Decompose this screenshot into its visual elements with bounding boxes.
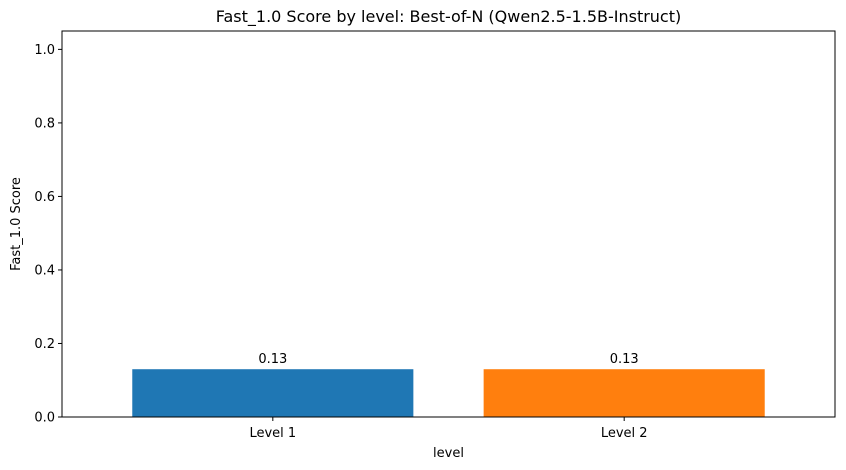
bar-1 xyxy=(132,369,414,417)
plot-frame xyxy=(61,30,836,418)
y-tick-label: 0.4 xyxy=(34,263,55,278)
chart-title: Fast_1.0 Score by level: Best-of-N (Qwen… xyxy=(216,7,682,27)
y-axis-label: Fast_1.0 Score xyxy=(9,177,24,271)
y-tick-label: 0.8 xyxy=(34,116,55,131)
y-tick-label: 1.0 xyxy=(34,43,55,58)
y-tick-label: 0.2 xyxy=(34,337,55,352)
bar-data-label: 0.13 xyxy=(258,352,287,367)
bar-data-label: 0.13 xyxy=(610,352,639,367)
x-tick-label: Level 2 xyxy=(601,426,648,441)
x-tick-label: Level 1 xyxy=(249,426,296,441)
bar-2 xyxy=(483,369,765,417)
y-tick-label: 0.6 xyxy=(34,190,55,205)
plot-area: 0.0 0.2 0.4 0.6 0.8 1.0 0.13 Level 1 0.13 Level 2 xyxy=(34,43,765,441)
y-tick-label: 0.0 xyxy=(34,411,55,426)
x-axis-label: level xyxy=(433,446,464,461)
